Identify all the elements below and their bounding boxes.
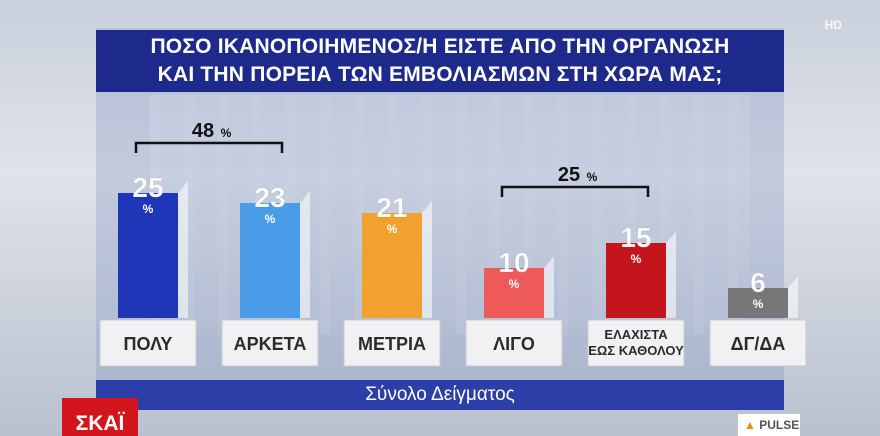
hd-badge: HD — [824, 18, 842, 32]
bar-0 — [118, 193, 178, 318]
bar-value-label: 6 — [750, 267, 766, 298]
title-line-2: ΚΑΙ ΤΗΝ ΠΟΡΕΙΑ ΤΩΝ ΕΜΒΟΛΙΑΣΜΩΝ ΣΤΗ ΧΩΡΑ … — [157, 63, 723, 86]
category-box — [343, 319, 441, 367]
bar-unit-label: % — [387, 222, 398, 236]
pollster-name: PULSE — [759, 418, 800, 432]
bar-unit-label: % — [143, 202, 154, 216]
bar-side-shade — [666, 231, 676, 318]
bar-value-label: 25 — [132, 172, 163, 203]
bar-value-label: 10 — [498, 247, 529, 278]
sample-label: Σύνολο Δείγματος — [96, 380, 784, 410]
category-box — [221, 319, 319, 367]
bar-value-label: 23 — [254, 182, 285, 213]
category-box — [587, 319, 685, 367]
category-label: ΛΙΓΟ — [493, 334, 535, 354]
bar-value-label: 15 — [620, 222, 651, 253]
bar-unit-label: % — [265, 212, 276, 226]
bar-2 — [362, 213, 422, 318]
bar-4 — [606, 243, 666, 318]
bar-side-shade — [178, 181, 188, 318]
bar-value-label: 21 — [376, 192, 407, 223]
bracket-value-label: 25 — [558, 164, 580, 186]
category-label: ΕΩΣ ΚΑΘΟΛΟΥ — [588, 343, 684, 358]
title-line-1: ΠΟΣΟ ΙΚΑΝΟΠΟΙΗΜΕΝΟΣ/Η ΕΙΣΤΕ ΑΠΟ ΤΗΝ ΟΡΓΑ… — [150, 35, 730, 58]
category-box — [99, 319, 197, 367]
bar-side-shade — [422, 201, 432, 318]
channel-logo: ΣΚΑΪ — [62, 398, 138, 436]
bar-1 — [240, 203, 300, 318]
category-label: ΜΕΤΡΙΑ — [358, 334, 426, 354]
bar-side-shade — [544, 256, 554, 318]
pollster-logo: ▲ PULSE — [738, 414, 800, 436]
bar-side-shade — [300, 191, 310, 318]
bar-unit-label: % — [631, 252, 642, 266]
bracket-line — [134, 141, 284, 153]
bar-3 — [484, 268, 544, 318]
bracket-line — [500, 185, 650, 197]
category-label: ΑΡΚΕΤΑ — [234, 334, 307, 354]
bracket-unit-label: % — [221, 126, 232, 140]
category-box — [709, 319, 807, 367]
bar-unit-label: % — [753, 297, 764, 311]
category-box — [465, 319, 563, 367]
bar-unit-label: % — [509, 277, 520, 291]
category-label: ΔΓ/ΔΑ — [731, 334, 786, 354]
bracket-value-label: 48 — [192, 120, 214, 142]
bar-side-shade — [788, 276, 798, 318]
bar-5 — [728, 288, 788, 318]
bracket-unit-label: % — [587, 170, 598, 184]
category-label: ΠΟΛΥ — [124, 334, 173, 354]
pollster-mark-icon: ▲ — [744, 418, 756, 432]
category-label: ΕΛΑΧΙΣΤΑ — [604, 327, 668, 342]
chart-title: ΠΟΣΟ ΙΚΑΝΟΠΟΙΗΜΕΝΟΣ/Η ΕΙΣΤΕ ΑΠΟ ΤΗΝ ΟΡΓΑ… — [96, 30, 784, 92]
